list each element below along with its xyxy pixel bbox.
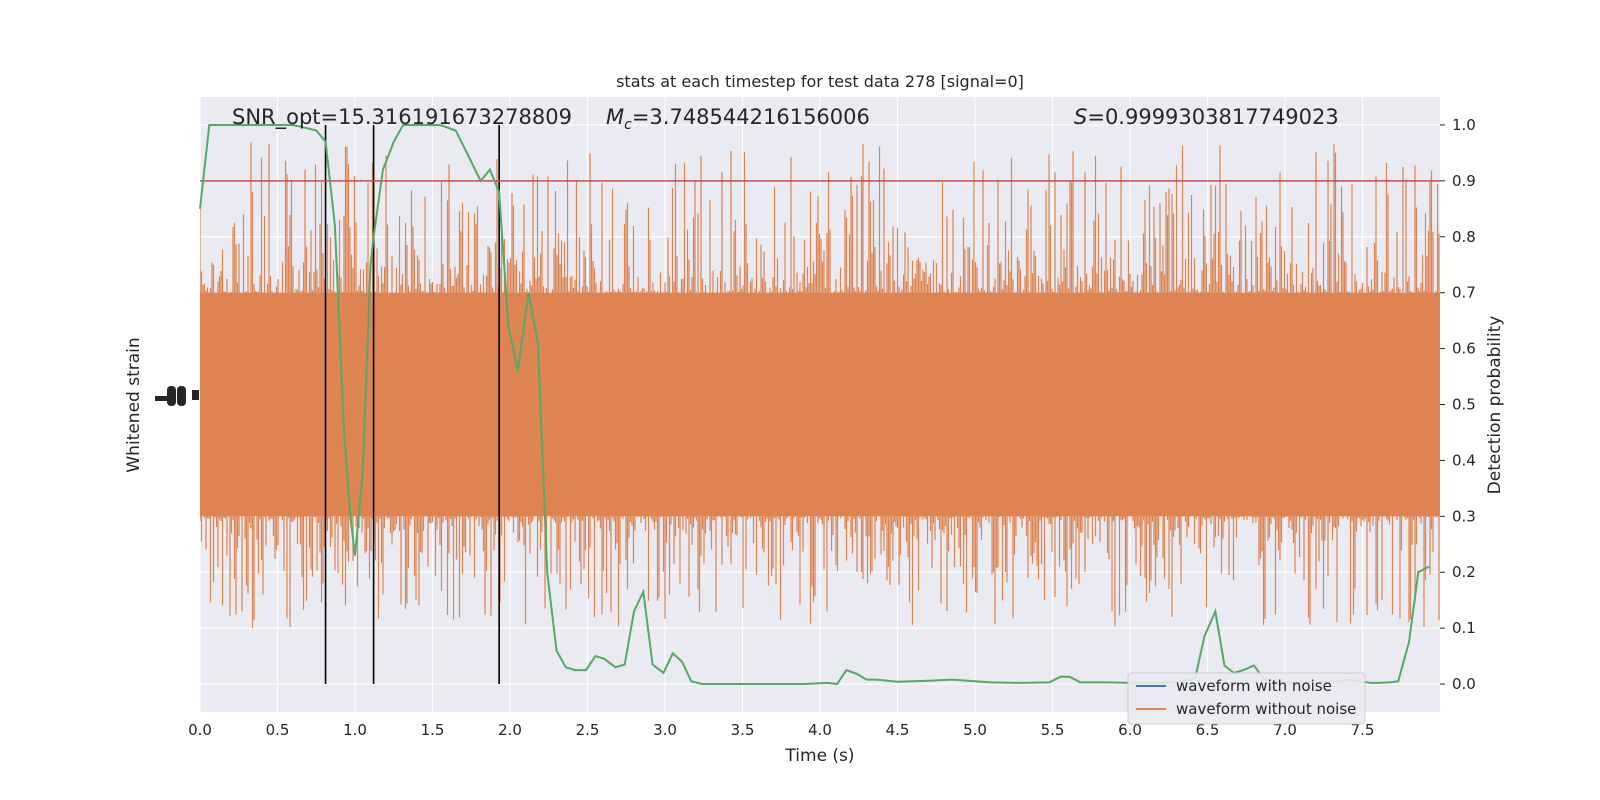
x-tick-label: 0.5 — [266, 721, 290, 739]
x-tick-label: 7.0 — [1273, 721, 1297, 739]
snr-annotation: SNR_opt=15.316191673278809 — [232, 105, 572, 130]
y-axis-label-left: Whitened strain — [124, 337, 144, 472]
y-tick-label: 0.8 — [1452, 228, 1476, 246]
x-tick-label: 1.5 — [421, 721, 445, 739]
legend-label-without-noise: waveform without noise — [1176, 700, 1356, 718]
y-tick-label: 0.6 — [1452, 340, 1476, 358]
x-axis-label: Time (s) — [784, 746, 854, 766]
event-lines — [324, 124, 500, 685]
x-tick-label: 2.5 — [576, 721, 600, 739]
y-tick-label: 0.7 — [1452, 284, 1476, 302]
x-tick-labels: 0.0 0.5 1.0 1.5 2.0 2.5 3.0 3.5 4.0 4.5 5.0 5.5 6.0 6… — [188, 721, 1374, 739]
chart-title: stats at each timestep for test data 278… — [616, 72, 1024, 91]
x-tick-label: 6.5 — [1196, 721, 1220, 739]
noise-spikes — [200, 142, 1440, 629]
y-tick-label: 0.4 — [1452, 451, 1476, 469]
y-tick-label: 0.3 — [1452, 507, 1476, 525]
legend-label-with-noise: waveform with noise — [1176, 677, 1332, 695]
y-tick-label: 0.5 — [1452, 396, 1476, 414]
x-tick-label: 5.5 — [1041, 721, 1065, 739]
left-axis-ticks — [155, 386, 199, 406]
x-tick-label: 1.0 — [343, 721, 367, 739]
y-tick-label: 0.0 — [1452, 675, 1476, 693]
x-tick-label: 6.0 — [1118, 721, 1142, 739]
y-axis-label-right: Detection probability — [1485, 316, 1505, 495]
x-tick-label: 4.0 — [808, 721, 832, 739]
chirp-mass-annotation: Mc=3.748544216156006 — [606, 105, 870, 133]
x-tick-label: 2.0 — [498, 721, 522, 739]
y-tick-label: 0.2 — [1452, 563, 1476, 581]
y-tick-label: 0.9 — [1452, 172, 1476, 190]
x-tick-label: 3.0 — [653, 721, 677, 739]
y-tick-label: 1.0 — [1452, 116, 1476, 134]
waveform-without-noise-series — [200, 142, 1440, 629]
score-annotation: S=0.9999303817749023 — [1074, 105, 1339, 129]
y-tick-labels-right: 0.0 0.1 0.2 0.3 0.4 0.5 0.6 0.7 0.8 0.9 1.0 — [1440, 116, 1476, 693]
legend-box — [1127, 672, 1366, 725]
x-tick-label: 7.5 — [1351, 721, 1375, 739]
x-tick-label: 0.0 — [188, 721, 212, 739]
x-tick-label: 3.5 — [731, 721, 755, 739]
y-tick-label: 0.1 — [1452, 619, 1476, 637]
x-tick-label: 4.5 — [886, 721, 910, 739]
x-tick-label: 5.0 — [963, 721, 987, 739]
legend: waveform with noise waveform without noi… — [1127, 672, 1366, 725]
